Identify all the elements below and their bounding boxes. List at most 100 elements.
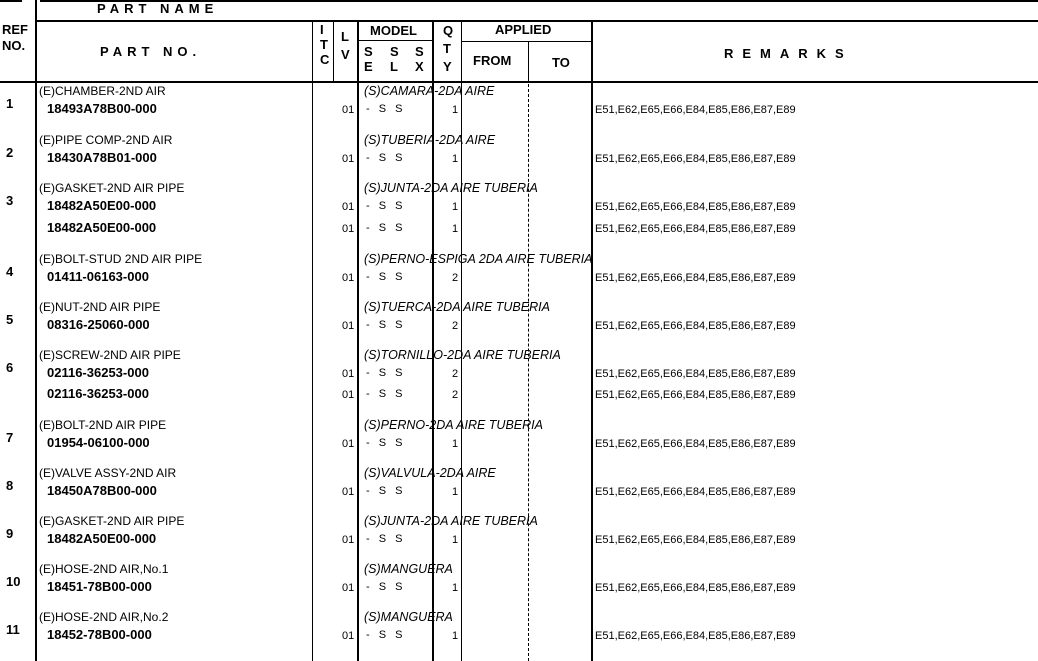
part-number: 18482A50E00-000 <box>47 198 157 213</box>
remarks: E51,E62,E65,E66,E84,E85,E86,E87,E89 <box>595 223 796 235</box>
model-header: MODEL <box>370 23 417 38</box>
part-number: 01954-06100-000 <box>47 435 150 450</box>
level: 01 <box>342 104 355 116</box>
level: 01 <box>342 201 355 213</box>
ref-number: 1 <box>6 96 14 111</box>
model-applicability: - S S <box>366 629 403 641</box>
level: 01 <box>342 534 355 546</box>
part-name-header: PART NAME <box>97 1 219 16</box>
applied-header: APPLIED <box>495 22 552 37</box>
rule <box>40 0 1038 2</box>
column-rule <box>312 20 313 661</box>
level: 01 <box>342 438 355 450</box>
quantity: 1 <box>452 630 459 642</box>
part-number: 01411-06163-000 <box>47 269 149 284</box>
ref-number: 9 <box>6 526 14 541</box>
quantity: 1 <box>452 438 459 450</box>
part-name-spanish: (S)VALVULA-2DA AIRE <box>364 466 496 480</box>
column-rule <box>432 20 434 661</box>
part-name-spanish: (S)JUNTA-2DA AIRE TUBERIA <box>364 181 538 195</box>
level: 01 <box>342 486 355 498</box>
model-applicability: - S S <box>366 152 403 164</box>
ref-number: 4 <box>6 264 14 279</box>
quantity: 1 <box>452 104 459 116</box>
column-rule <box>357 20 359 661</box>
remarks: E51,E62,E65,E66,E84,E85,E86,E87,E89 <box>595 438 796 450</box>
ref-number: 7 <box>6 430 14 445</box>
part-name: (E)NUT-2ND AIR PIPE <box>39 300 161 314</box>
quantity: 1 <box>452 153 459 165</box>
part-name: (E)CHAMBER-2ND AIR <box>39 84 166 98</box>
ref-number: 2 <box>6 145 14 160</box>
remarks: E51,E62,E65,E66,E84,E85,E86,E87,E89 <box>595 320 796 332</box>
ref-number: 6 <box>6 360 14 375</box>
quantity: 2 <box>452 368 459 380</box>
remarks-header: REMARKS <box>724 46 853 61</box>
part-no-header: PART NO. <box>100 44 202 59</box>
quantity: 2 <box>452 389 459 401</box>
part-name: (E)BOLT-2ND AIR PIPE <box>39 418 167 432</box>
remarks: E51,E62,E65,E66,E84,E85,E86,E87,E89 <box>595 368 796 380</box>
column-rule <box>528 41 529 82</box>
quantity: 1 <box>452 582 459 594</box>
ref-number: 11 <box>6 622 20 637</box>
model-applicability: - S S <box>366 200 403 212</box>
part-name-spanish: (S)MANGUERA <box>364 610 453 624</box>
remarks: E51,E62,E65,E66,E84,E85,E86,E87,E89 <box>595 272 796 284</box>
level: 01 <box>342 582 355 594</box>
part-name-spanish: (S)JUNTA-2DA AIRE TUBERIA <box>364 514 538 528</box>
level: 01 <box>342 153 355 165</box>
column-rule <box>35 0 37 661</box>
part-name-spanish: (S)CAMARA-2DA AIRE <box>364 84 495 98</box>
model-applicability: - S S <box>366 437 403 449</box>
part-number: 18451-78B00-000 <box>47 579 152 594</box>
model-applicability: - S S <box>366 388 403 400</box>
part-name-spanish: (S)TUBERIA-2DA AIRE <box>364 133 496 147</box>
ref-number: 3 <box>6 193 14 208</box>
model-applicability: - S S <box>366 319 403 331</box>
remarks: E51,E62,E65,E66,E84,E85,E86,E87,E89 <box>595 486 796 498</box>
part-name: (E)PIPE COMP-2ND AIR <box>39 133 173 147</box>
part-name: (E)VALVE ASSY-2ND AIR <box>39 466 177 480</box>
remarks: E51,E62,E65,E66,E84,E85,E86,E87,E89 <box>595 630 796 642</box>
part-name-spanish: (S)PERNO-ESPIGA 2DA AIRE TUBERIA <box>364 252 593 266</box>
header-bottom-rule <box>0 81 1038 83</box>
remarks: E51,E62,E65,E66,E84,E85,E86,E87,E89 <box>595 201 796 213</box>
to-header: TO <box>552 55 570 70</box>
part-name: (E)SCREW-2ND AIR PIPE <box>39 348 181 362</box>
model-applicability: - S S <box>366 271 403 283</box>
part-number: 18430A78B01-000 <box>47 150 157 165</box>
quantity: 1 <box>452 223 459 235</box>
part-name-spanish: (S)PERNO-2DA AIRE TUBERIA <box>364 418 543 432</box>
part-number: 02116-36253-000 <box>47 365 149 380</box>
level: 01 <box>342 630 355 642</box>
part-name-spanish: (S)TUERCA-2DA AIRE TUBERIA <box>364 300 550 314</box>
level: 01 <box>342 223 355 235</box>
ref-number: 10 <box>6 574 21 589</box>
model-applicability: - S S <box>366 222 403 234</box>
quantity: 2 <box>452 320 459 332</box>
no-header: NO. <box>2 38 26 53</box>
level: 01 <box>342 320 355 332</box>
remarks: E51,E62,E65,E66,E84,E85,E86,E87,E89 <box>595 389 796 401</box>
quantity: 2 <box>452 272 459 284</box>
quantity: 1 <box>452 201 459 213</box>
part-number: 18493A78B00-000 <box>47 101 157 116</box>
quantity: 1 <box>452 534 459 546</box>
model-applicability: - S S <box>366 533 403 545</box>
part-number: 18450A78B00-000 <box>47 483 157 498</box>
from-header: FROM <box>473 53 512 68</box>
part-name: (E)GASKET-2ND AIR PIPE <box>39 181 185 195</box>
model-applicability: - S S <box>366 103 403 115</box>
remarks: E51,E62,E65,E66,E84,E85,E86,E87,E89 <box>595 582 796 594</box>
model-applicability: - S S <box>366 367 403 379</box>
rule <box>0 0 22 2</box>
model-applicability: - S S <box>366 581 403 593</box>
part-number: 18482A50E00-000 <box>47 220 157 235</box>
